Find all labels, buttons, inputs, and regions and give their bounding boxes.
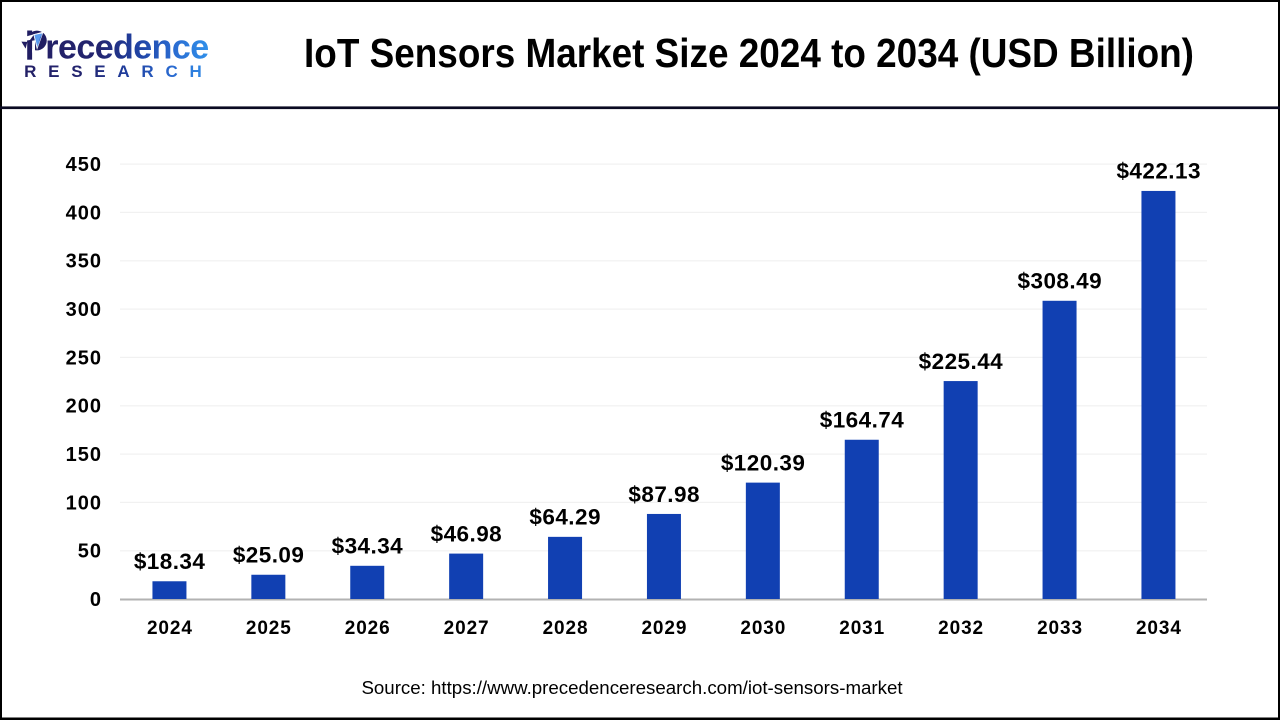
svg-text:300: 300 [66,299,102,321]
svg-text:IoT Sensors Market Size 2024 t: IoT Sensors Market Size 2024 to 2034 (US… [304,31,1194,76]
svg-text:$34.34: $34.34 [332,534,404,559]
svg-text:2033: 2033 [1037,618,1083,639]
svg-text:200: 200 [66,396,102,418]
svg-text:100: 100 [66,492,102,514]
svg-text:350: 350 [66,251,102,273]
svg-text:recedence: recedence [45,29,208,67]
svg-text:400: 400 [66,202,102,224]
svg-text:150: 150 [66,444,102,466]
svg-text:2030: 2030 [740,618,786,639]
svg-text:$18.34: $18.34 [134,549,206,574]
svg-text:2029: 2029 [641,618,687,639]
svg-text:2032: 2032 [938,618,984,639]
svg-text:0: 0 [90,589,102,611]
svg-text:$308.49: $308.49 [1018,269,1102,294]
svg-text:2034: 2034 [1136,618,1182,639]
svg-text:$164.74: $164.74 [820,408,905,433]
svg-text:450: 450 [66,154,102,176]
svg-text:50: 50 [78,541,102,563]
svg-text:RESEARCH: RESEARCH [24,62,213,81]
svg-text:2031: 2031 [839,618,885,639]
svg-text:$87.98: $87.98 [628,482,700,507]
svg-text:2028: 2028 [543,618,589,639]
svg-text:$120.39: $120.39 [721,450,805,475]
svg-text:2026: 2026 [345,618,391,639]
svg-text:2027: 2027 [444,618,490,639]
svg-text:250: 250 [66,347,102,369]
svg-text:2024: 2024 [147,618,193,639]
svg-text:$225.44: $225.44 [919,349,1004,374]
svg-text:$25.09: $25.09 [233,543,305,568]
svg-text:$64.29: $64.29 [529,505,601,530]
svg-text:$46.98: $46.98 [431,521,503,546]
svg-text:Source: https://www.precedence: Source: https://www.precedenceresearch.c… [361,677,903,698]
svg-text:2025: 2025 [246,618,292,639]
svg-text:$422.13: $422.13 [1116,159,1200,184]
